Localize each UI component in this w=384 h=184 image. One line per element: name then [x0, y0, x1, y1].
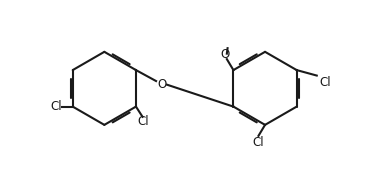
Text: Cl: Cl [50, 100, 62, 113]
Text: O: O [220, 48, 230, 61]
Text: O: O [157, 78, 166, 91]
Text: Cl: Cl [137, 115, 149, 128]
Text: Cl: Cl [319, 76, 331, 89]
Text: Cl: Cl [252, 136, 263, 149]
